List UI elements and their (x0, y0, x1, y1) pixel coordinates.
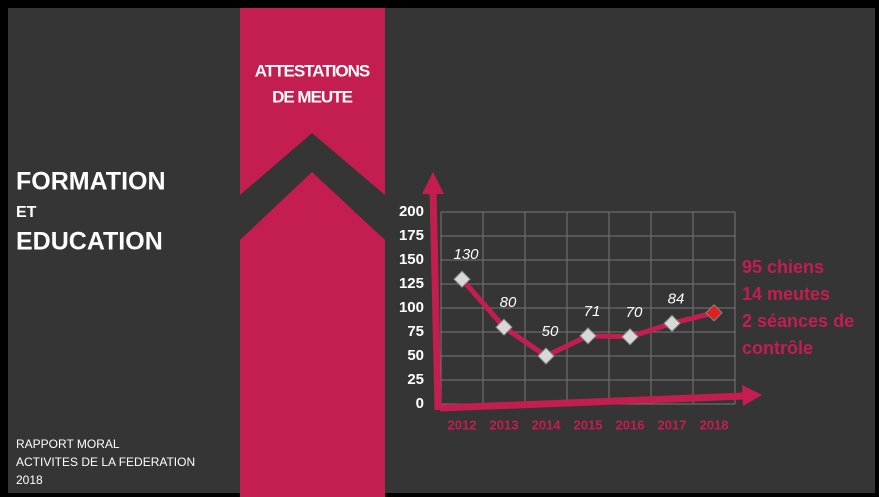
annotation: 14 meutes (742, 284, 830, 304)
y-tick-label: 200 (399, 203, 424, 220)
data-label: 84 (668, 290, 685, 307)
x-tick-label: 2015 (574, 417, 603, 432)
marker (495, 318, 513, 336)
x-tick-label: 2018 (700, 417, 729, 432)
heading: FORMATION (16, 168, 166, 196)
marker (705, 304, 723, 322)
footer: 2018 (16, 473, 43, 487)
y-tick-label: 75 (407, 323, 424, 340)
x-axis (439, 392, 746, 412)
y-tick-label: 25 (407, 371, 424, 388)
x-tick-label: 2012 (448, 417, 477, 432)
y-tick-label: 0 (416, 395, 424, 412)
x-tick-label: 2017 (658, 417, 687, 432)
y-tick-label: 125 (399, 275, 424, 292)
marker (453, 270, 471, 288)
x-tick-label: 2016 (616, 417, 645, 432)
data-label: 50 (542, 323, 559, 340)
heading: EDUCATION (16, 228, 163, 256)
heading: ET (16, 204, 37, 221)
footer: RAPPORT MORAL (16, 437, 120, 451)
marker (537, 347, 555, 365)
annotation: 2 séances de (742, 311, 854, 331)
y-tick-label: 150 (399, 251, 424, 268)
x-tick-label: 2013 (490, 417, 519, 432)
data-label: 130 (453, 246, 479, 263)
data-label: 80 (500, 294, 517, 311)
annotation: 95 chiens (742, 257, 824, 277)
y-tick-label: 100 (399, 299, 424, 316)
marker (621, 328, 639, 346)
marker (579, 327, 597, 345)
marker (663, 314, 681, 333)
x-tick-label: 2014 (532, 417, 562, 432)
data-label: 71 (584, 303, 601, 320)
y-tick-label: 50 (407, 347, 424, 364)
band-title: DE MEUTE (272, 87, 353, 106)
band (240, 8, 385, 497)
y-arrow (422, 172, 444, 194)
x-arrow (742, 385, 762, 406)
data-label: 70 (626, 304, 643, 321)
annotation: contrôle (742, 338, 813, 358)
chevron (240, 133, 385, 240)
y-axis (429, 189, 442, 411)
band-title: ATTESTATIONS (255, 61, 370, 80)
y-tick-label: 175 (399, 227, 424, 244)
footer: ACTIVITES DE LA FEDERATION (16, 455, 195, 469)
